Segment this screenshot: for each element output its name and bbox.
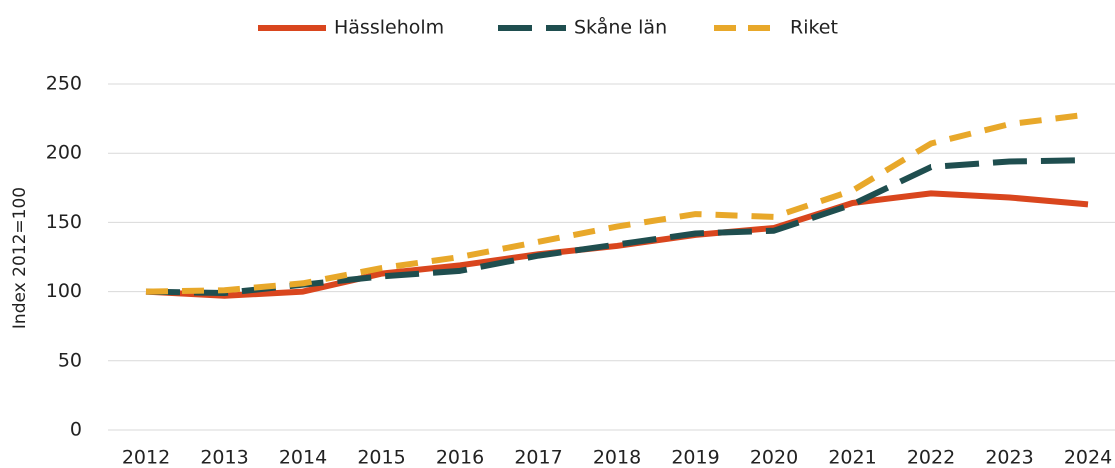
x-tick-label: 2019 (671, 447, 719, 468)
x-tick-label: 2015 (357, 447, 405, 468)
y-tick-label: 100 (46, 280, 82, 302)
y-axis-label: Index 2012=100 (10, 187, 30, 329)
x-tick-label: 2017 (514, 447, 562, 468)
y-tick-label: 150 (46, 211, 82, 233)
x-tick-label: 2024 (1064, 447, 1112, 468)
x-tick-label: 2020 (750, 447, 798, 468)
y-tick-label: 200 (46, 142, 82, 164)
x-tick-label: 2014 (279, 447, 327, 468)
y-tick-label: 250 (46, 73, 82, 95)
x-tick-label: 2012 (122, 447, 170, 468)
x-tick-label: 2022 (907, 447, 955, 468)
x-tick-label: 2018 (593, 447, 641, 468)
x-tick-label: 2013 (200, 447, 248, 468)
x-tick-label: 2016 (436, 447, 484, 468)
x-tick-label: 2023 (985, 447, 1033, 468)
legend-label: Riket (790, 17, 838, 39)
y-tick-label: 50 (58, 349, 82, 371)
line-series (145, 111, 1089, 295)
y-tick-label: 0 (70, 419, 82, 441)
x-tick-label: 2021 (828, 447, 876, 468)
line-series (145, 190, 1089, 299)
legend-label: Skåne län (574, 16, 667, 39)
legend-label: Hässleholm (334, 17, 444, 39)
